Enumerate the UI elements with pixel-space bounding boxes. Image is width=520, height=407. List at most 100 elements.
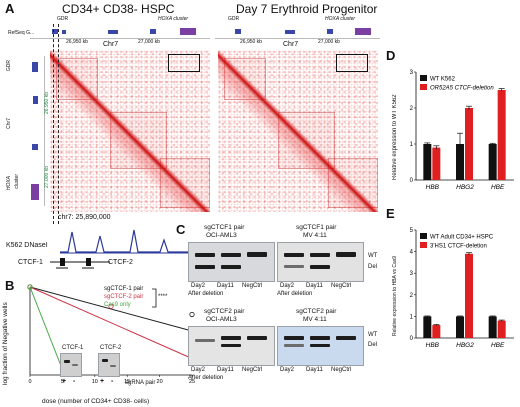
panel-e-category-label: HBE (491, 342, 505, 349)
panel-b-legend-1: sgCTCF-1 pair (104, 286, 144, 292)
gel1-lane-3: NegCtrl (242, 283, 263, 289)
dashed-guide-2 (58, 24, 59, 224)
panel-e-bar-hbb-1 (423, 316, 432, 338)
panel-d-ytick-label: 2 (410, 106, 414, 112)
gel3-lane-1: Day2 (191, 367, 206, 373)
gel3-title1: sgCTCF2 pair (204, 308, 245, 315)
panel-d-category-label: HBB (426, 184, 440, 191)
panel-e-ytick-label: 0 (410, 336, 414, 342)
hic-map-cd34 (50, 50, 210, 212)
panel-b-legend-2: sgCTCF-2 pair (104, 294, 144, 300)
gel2-lane-3: NegCtrl (331, 283, 352, 289)
gdr-label-left: GDR (57, 16, 69, 22)
gel1-note: After deletion (188, 291, 224, 297)
panel-a-letter: A (5, 1, 15, 16)
coord-label: chr7: 25,890,000 (58, 214, 111, 221)
inset-plus-2: + (100, 378, 105, 385)
gel4-wt: WT (368, 332, 378, 338)
dashed-guide (53, 24, 54, 224)
panel-b-point (189, 311, 195, 318)
inset-ctcf2-label: CTCF-2 (100, 345, 122, 351)
gel2-lane-2: Day11 (306, 283, 323, 289)
panel-e-bar-hbe-1 (488, 316, 497, 338)
panel-e-bar-hbg2-1 (456, 316, 464, 338)
panel-e-category-label: HBG2 (456, 342, 474, 349)
hoxa-cluster-label-left: HOXA cluster (158, 16, 189, 22)
panel-b-xtick-label: 15 (124, 379, 130, 385)
panel-d-legend-label-1: WT K562 (430, 77, 456, 83)
dnase-track (60, 229, 190, 254)
ctcf-sites (50, 258, 110, 269)
gel2-title2: MV 4:11 (303, 232, 327, 239)
side-track-left (28, 56, 45, 206)
panel-e-category-label: HBB (426, 342, 440, 349)
panel-a-right-title: Day 7 Erythroid Progenitor (236, 2, 378, 16)
panel-b-xlabel: dose (number of CD34+ CD38- cells) (42, 398, 150, 405)
gel4-image (277, 326, 364, 366)
panel-b-series-line-2 (29, 286, 193, 359)
panel-e-legend-swatch-1 (420, 233, 427, 239)
panel-d-category-label: HBE (491, 184, 505, 191)
panel-e-legend-label-2: 3'HS1 CTCF-deletion (430, 244, 487, 250)
panel-e-chart: 0 1 2 3 4 5 HBB HBG2 HBE WT Adult CD34+ HSPC 3'HS1… (410, 228, 514, 349)
panel-b-stars: **** (158, 294, 168, 300)
gene-track-right (215, 24, 380, 39)
gel2-image (277, 242, 364, 282)
chr7-side-label: Chr7 (6, 118, 12, 129)
gel2-lane-1: Day2 (280, 283, 295, 289)
gel2-del: Del (368, 264, 378, 270)
inset-gel-ctcf1 (60, 353, 82, 377)
panel-c-letter: C (176, 222, 186, 237)
panel-b-point (108, 303, 114, 309)
gel3-note: After deletion (188, 375, 224, 381)
panel-e-letter: E (386, 206, 395, 221)
gel1-lane-2: Day11 (217, 283, 234, 289)
gel1-image (188, 242, 275, 282)
hoxa-side-label: HOXA (6, 176, 12, 191)
panel-e-bar-hbg2-2 (465, 253, 473, 338)
panel-d-bar-hbg2-1 (456, 144, 464, 180)
gdr-side-label: GDR (6, 60, 12, 72)
gel4-lane-2: Day11 (306, 367, 323, 373)
panel-e-ylabel: Relative expression to HBA vs Cas9 (392, 255, 398, 337)
inset-gel-ctcf2 (98, 353, 120, 377)
panel-d-ytick-label: 1 (410, 142, 414, 148)
inset-minus-2: - (111, 378, 114, 385)
panel-d-legend-label-2: OR52A5 CTCF-deletion (430, 86, 494, 92)
tick-left-2: 27,000 kb (138, 39, 160, 45)
panel-b-letter: B (5, 278, 15, 293)
panel-e-ytick-label: 1 (410, 314, 414, 320)
gel2-title1: sgCTCF1 pair (296, 224, 337, 231)
panel-d-chart: 0 1 2 3 HBB HBG2 HBE WT K562 OR52A5 CTCF-deletio… (410, 70, 514, 191)
panel-d-bar-hbb-1 (423, 144, 432, 180)
dnase-label: K562 DNaseI (6, 242, 48, 249)
gel4-lane-3: NegCtrl (331, 367, 352, 373)
ctcf2-site-label: CTCF-2 (108, 259, 133, 266)
inset-ctcf1-label: CTCF-1 (62, 345, 84, 351)
panel-d-bar-hbe-1 (488, 144, 497, 180)
panel-b-xtick-label: 20 (157, 379, 163, 385)
inset-plus-1: + (62, 378, 67, 385)
panel-a-left-title: CD34+ CD38- HSPC (62, 2, 175, 16)
gel2-wt: WT (368, 253, 378, 259)
panel-d-category-label: HBG2 (456, 184, 474, 191)
gel2-note: After deletion (277, 291, 313, 297)
panel-d-bar-hbb-2 (432, 147, 441, 180)
refseq-label-left: RefSeq G... (8, 30, 35, 36)
chr7-label-left: Chr7 (103, 41, 119, 48)
gel3-lane-2: Day11 (217, 367, 234, 373)
hoxa-cluster-label-right: HOXA cluster (325, 16, 356, 22)
ctcf1-site-label: CTCF-1 (18, 259, 43, 266)
panel-b-series-line-3 (29, 286, 63, 370)
panel-e-ytick-label: 4 (410, 250, 414, 256)
tick-right-2: 27,000 kb (318, 39, 340, 45)
panel-e-legend-label-1: WT Adult CD34+ HSPC (430, 235, 494, 241)
gel3-lane-3: NegCtrl (242, 367, 263, 373)
side-tick-1: 26.950 kb (44, 92, 50, 114)
inset-sgrna-label: sgRNA pair (125, 380, 156, 386)
tick-right-1: 26,950 kb (240, 39, 262, 45)
gel4-title2: MV 4:11 (303, 316, 327, 323)
panel-b-xtick-label: 10 (92, 379, 98, 385)
panel-b-xtick-label: 25 (189, 379, 195, 385)
legend-bracket (152, 288, 157, 308)
